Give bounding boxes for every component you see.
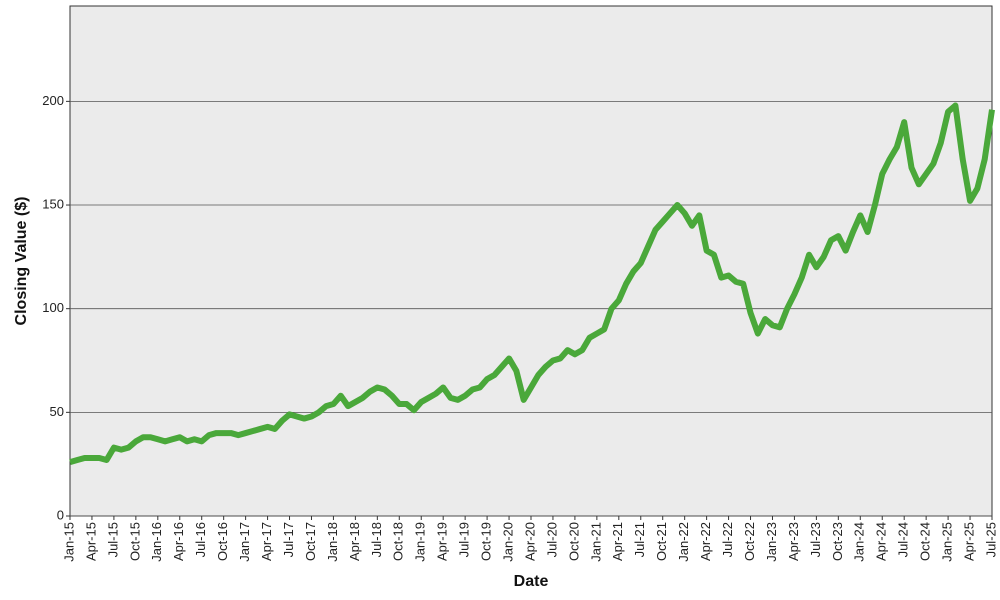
x-tick-label: Jul-15	[105, 522, 120, 557]
x-tick-label: Apr-18	[347, 522, 362, 561]
x-tick-label: Jul-17	[281, 522, 296, 557]
x-tick-label: Jul-23	[808, 522, 823, 557]
x-tick-label: Apr-20	[522, 522, 537, 561]
y-tick-label: 0	[57, 507, 64, 522]
x-tick-label: Apr-15	[83, 522, 98, 561]
x-tick-label: Jan-23	[764, 522, 779, 562]
x-tick-label: Oct-18	[391, 522, 406, 561]
x-tick-label: Apr-16	[171, 522, 186, 561]
x-tick-label: Jul-21	[632, 522, 647, 557]
x-tick-label: Jul-19	[457, 522, 472, 557]
x-tick-label: Jan-16	[149, 522, 164, 562]
x-tick-label: Jan-20	[500, 522, 515, 562]
y-tick-label: 100	[42, 300, 64, 315]
y-tick-label: 150	[42, 196, 64, 211]
x-tick-label: Apr-22	[698, 522, 713, 561]
x-tick-label: Jul-18	[369, 522, 384, 557]
x-tick-label: Apr-21	[610, 522, 625, 561]
x-tick-label: Oct-22	[742, 522, 757, 561]
x-tick-label: Jan-25	[940, 522, 955, 562]
x-tick-label: Apr-25	[961, 522, 976, 561]
x-tick-label: Apr-19	[435, 522, 450, 561]
line-series	[69, 102, 995, 465]
x-tick-label: Apr-23	[786, 522, 801, 561]
x-tick-label: Apr-24	[874, 522, 889, 561]
x-tick-label: Oct-17	[303, 522, 318, 561]
x-tick-label: Jul-24	[896, 522, 911, 557]
x-tick-label: Jul-20	[544, 522, 559, 557]
x-tick-label: Apr-17	[259, 522, 274, 561]
y-tick-label: 50	[50, 404, 64, 419]
x-tick-label: Oct-24	[918, 522, 933, 561]
x-axis-title: Date	[514, 573, 549, 590]
y-tick-label: 200	[42, 93, 64, 108]
x-tick-label: Jan-18	[325, 522, 340, 562]
x-tick-label: Jan-19	[413, 522, 428, 562]
x-tick-label: Jul-16	[193, 522, 208, 557]
x-tick-label: Jan-22	[676, 522, 691, 562]
x-tick-label: Jul-25	[983, 522, 998, 557]
x-tick-label: Oct-16	[215, 522, 230, 561]
x-tick-label: Jan-15	[61, 522, 76, 562]
y-axis-title: Closing Value ($)	[13, 197, 30, 326]
x-tick-label: Jan-24	[852, 522, 867, 562]
x-tick-label: Oct-20	[566, 522, 581, 561]
x-tick-label: Oct-15	[127, 522, 142, 561]
x-tick-label: Jan-17	[237, 522, 252, 562]
x-tick-label: Jan-21	[588, 522, 603, 562]
x-tick-label: Oct-21	[654, 522, 669, 561]
x-tick-label: Oct-19	[479, 522, 494, 561]
x-tick-label: Jul-22	[720, 522, 735, 557]
x-tick-label: Oct-23	[830, 522, 845, 561]
